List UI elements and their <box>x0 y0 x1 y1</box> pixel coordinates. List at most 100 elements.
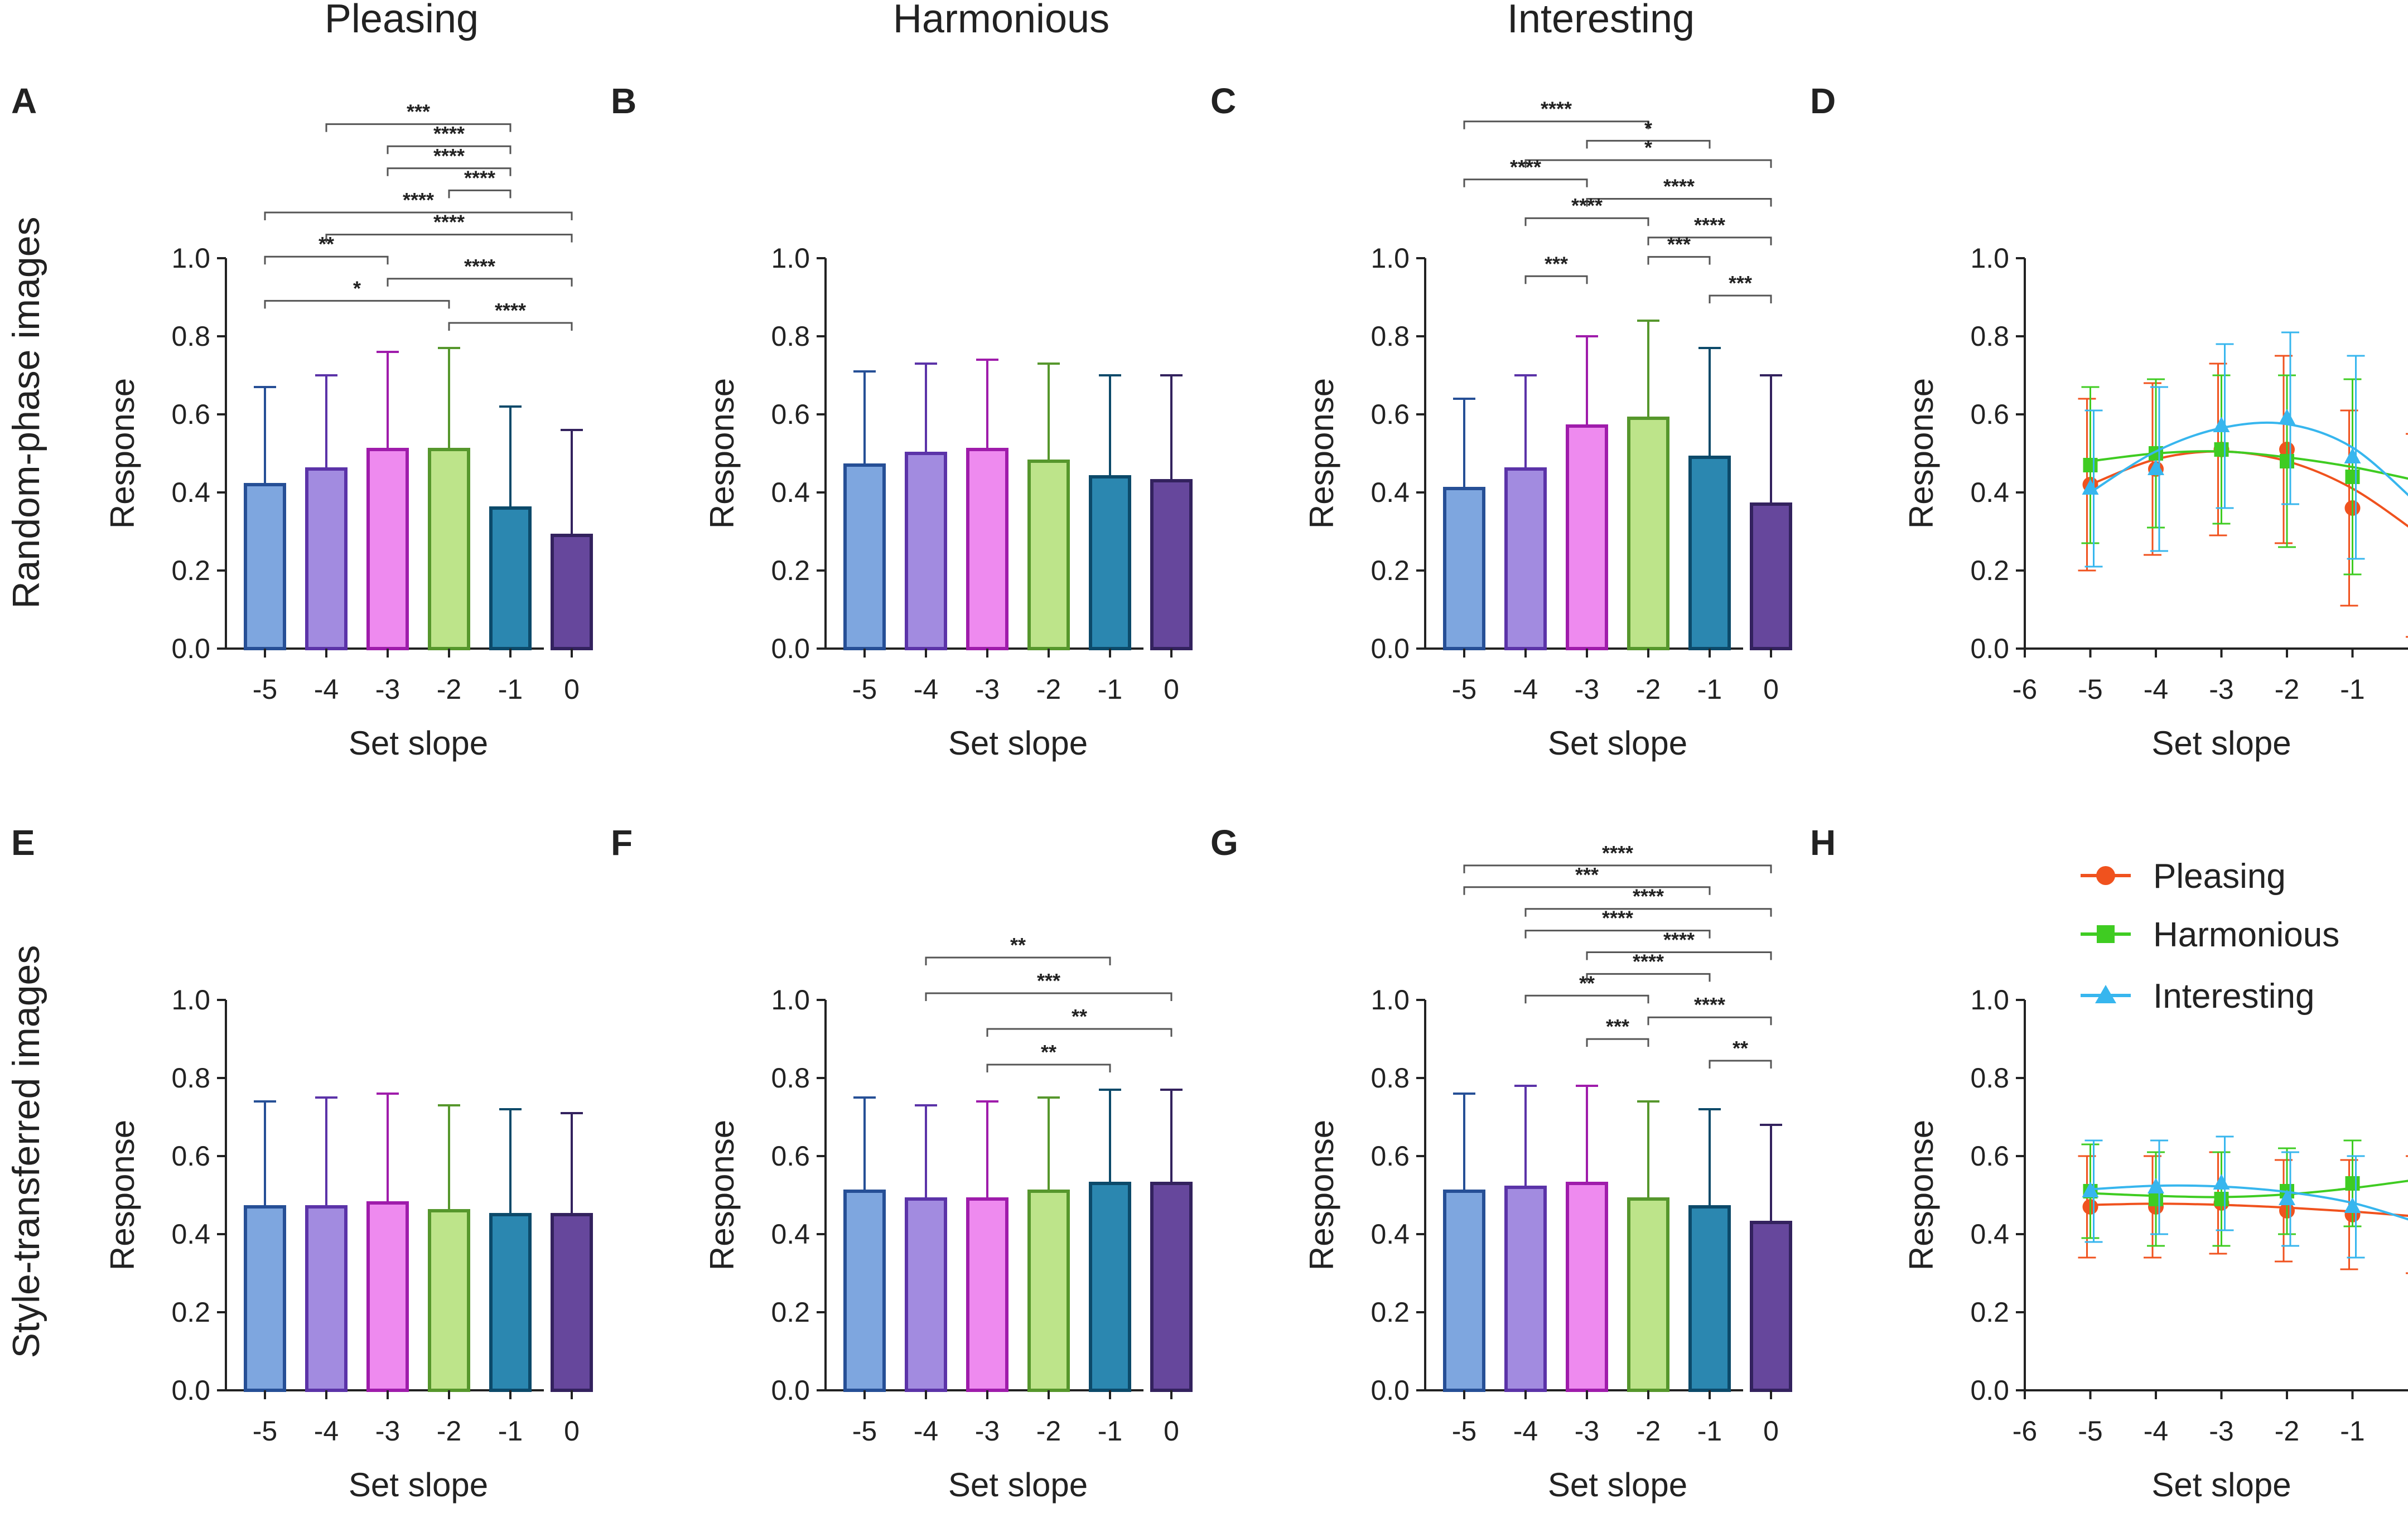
significance-label: **** <box>1694 993 1725 1016</box>
bar <box>1089 1182 1131 1392</box>
data-point <box>2082 479 2099 495</box>
x-tick-label: -1 <box>498 674 523 705</box>
bar <box>966 1197 1008 1392</box>
bar <box>1627 417 1669 650</box>
series-harmonious <box>2081 374 2408 576</box>
significance-bracket <box>1463 120 1649 129</box>
significance-bracket <box>387 167 511 176</box>
significance-bracket <box>1524 159 1772 168</box>
x-tick-label: -2 <box>437 1415 461 1447</box>
x-tick-label: -2 <box>1636 674 1661 705</box>
bar <box>1627 1197 1669 1392</box>
x-tick-label: -2 <box>1636 1415 1661 1447</box>
bar <box>305 1205 348 1392</box>
significance-label: ** <box>1579 971 1595 994</box>
y-tick-label: 1.0 <box>1970 243 2009 274</box>
x-tick-label: -5 <box>1452 1415 1476 1447</box>
x-tick-label: -6 <box>2013 674 2037 705</box>
bar <box>1089 475 1131 650</box>
fit-curve <box>2090 1184 2408 1221</box>
panel-d: D0.00.20.40.60.81.0Response-6-5-4-3-2-10… <box>1810 81 2408 762</box>
data-point <box>2344 1197 2361 1213</box>
significance-label: *** <box>1606 1015 1629 1038</box>
significance-bracket <box>325 123 511 132</box>
significance-label: *** <box>1545 252 1568 275</box>
y-tick-label: 1.0 <box>771 243 810 274</box>
x-tick-label: -2 <box>2275 674 2299 705</box>
significance-bracket <box>264 255 389 265</box>
bar <box>1027 1190 1070 1392</box>
bar <box>551 1213 593 1392</box>
y-tick-label: 0.0 <box>1970 633 2009 664</box>
data-point <box>2345 470 2360 484</box>
y-tick-label: 0.4 <box>171 477 210 508</box>
x-tick-label: 0 <box>1763 674 1779 705</box>
y-tick-label: 1.0 <box>171 984 210 1016</box>
x-tick-label: -2 <box>2275 1415 2299 1447</box>
data-point <box>2344 448 2361 463</box>
x-tick-label: -1 <box>2340 1415 2364 1447</box>
significance-bracket <box>1586 198 1772 207</box>
panel-letter: F <box>611 823 633 863</box>
y-tick-label: 0.0 <box>171 633 210 664</box>
x-tick-label: -3 <box>2209 674 2233 705</box>
x-tick-label: -4 <box>314 1415 339 1447</box>
data-point <box>2149 1192 2163 1206</box>
y-tick-label: 0.2 <box>1970 555 2009 586</box>
y-tick-label: 0.4 <box>771 1219 810 1250</box>
bar <box>366 448 409 650</box>
y-tick-label: 0.6 <box>771 399 810 430</box>
y-tick-label: 0.0 <box>171 1375 210 1406</box>
x-tick-label: -3 <box>975 1415 1000 1447</box>
significance-bracket <box>1524 930 1711 939</box>
y-tick-label: 0.4 <box>1371 1219 1410 1250</box>
significance-bracket <box>1586 973 1711 982</box>
significance-label: **** <box>1663 929 1695 951</box>
x-tick-label: -5 <box>852 1415 877 1447</box>
significance-bracket <box>264 211 573 220</box>
significance-bracket <box>387 145 511 154</box>
x-tick-label: -3 <box>375 674 400 705</box>
x-tick-label: -5 <box>852 674 877 705</box>
x-tick-label: -6 <box>2013 1415 2037 1447</box>
significance-label: *** <box>1575 863 1599 886</box>
x-tick-label: 0 <box>564 674 580 705</box>
significance-bracket <box>1524 994 1649 1004</box>
y-tick-label: 0.2 <box>1371 555 1410 586</box>
significance-label: **** <box>403 188 434 211</box>
series-pleasing <box>2078 355 2408 638</box>
x-axis-label: Set slope <box>2151 1466 2291 1504</box>
panel-b: B 0.0 0.2 0.4 0.6 0.8 1.0 Response -5 -4 -3 -2 -1 0 Se… <box>611 81 1193 762</box>
legend-item-pleasing: Pleasing <box>2081 857 2286 896</box>
y-tick-label: 0.2 <box>171 1297 210 1328</box>
y-axis-label: Response <box>1903 1120 1940 1270</box>
x-tick-label: -3 <box>2209 1415 2233 1447</box>
x-tick-label: 0 <box>564 1415 580 1447</box>
y-axis-label: Response <box>104 1120 141 1270</box>
x-tick-label: -4 <box>914 1415 938 1447</box>
x-tick-label: -1 <box>498 1415 523 1447</box>
panel-e: E 0.0 0.2 0.4 0.6 0.8 1.0 Response -5 -4 -3 -2 -1 0 Se… <box>11 823 593 1504</box>
x-tick-label: -2 <box>437 674 461 705</box>
bar <box>244 483 286 650</box>
bar <box>843 1190 886 1392</box>
significance-label: **** <box>1633 950 1664 973</box>
y-tick-label: 0.8 <box>1371 321 1410 352</box>
y-axis-label: Response <box>1303 1120 1340 1270</box>
fit-curve <box>2089 421 2408 497</box>
data-point <box>2213 417 2230 432</box>
x-tick-label: -4 <box>314 674 339 705</box>
x-tick-label: -1 <box>1098 1415 1122 1447</box>
significance-label: **** <box>464 166 495 189</box>
x-axis-label: Set slope <box>1548 1466 1687 1504</box>
bar <box>1027 460 1070 650</box>
y-tick-label: 1.0 <box>771 984 810 1016</box>
significance-bracket <box>1586 951 1772 960</box>
bar <box>366 1201 409 1392</box>
fit-curve <box>2090 1180 2408 1198</box>
legend-marker-pleasing <box>2096 866 2115 885</box>
y-tick-label: 0.8 <box>171 1062 210 1094</box>
significance-label: **** <box>1541 98 1572 120</box>
data-point <box>2213 1174 2230 1190</box>
